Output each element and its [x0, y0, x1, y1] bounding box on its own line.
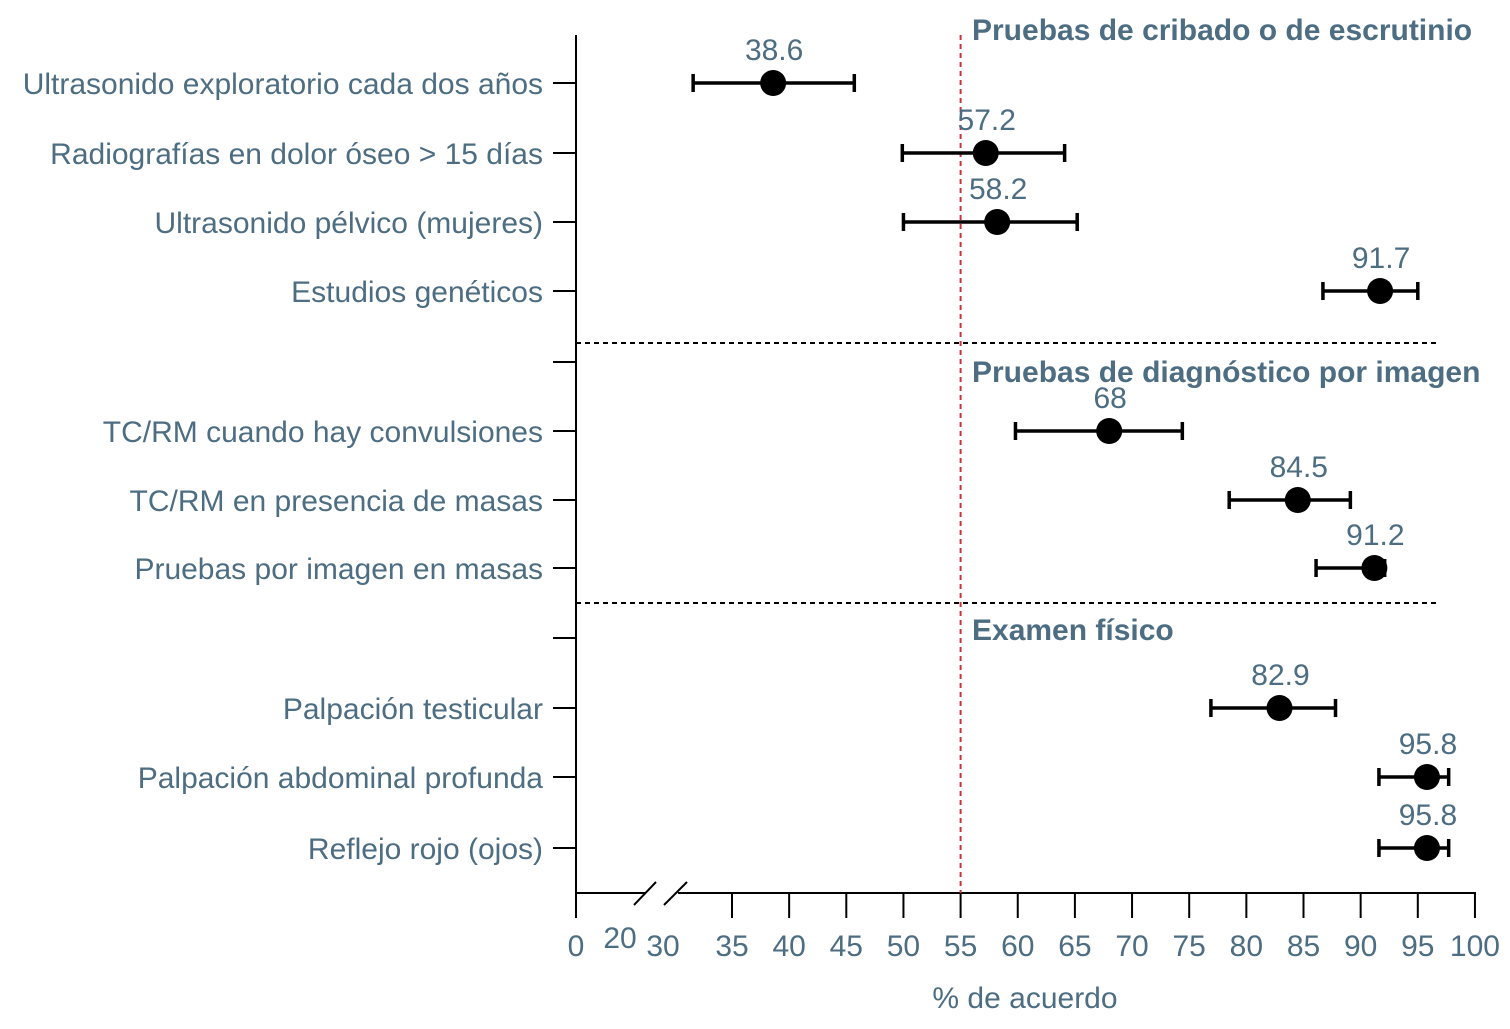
- data-point: [760, 70, 787, 96]
- x-tick-label: 40: [772, 930, 805, 963]
- x-tick-label: 45: [830, 930, 863, 963]
- row-label: Ultrasonido pélvico (mujeres): [155, 207, 543, 240]
- x-tick-label: 0: [568, 930, 585, 963]
- x-tick-label: 55: [944, 930, 977, 963]
- x-tick-label: 75: [1173, 930, 1206, 963]
- row-label: Palpación testicular: [283, 693, 543, 726]
- section-title: Pruebas de diagnóstico por imagen: [972, 356, 1480, 389]
- x-tick-label: 70: [1115, 930, 1148, 963]
- data-point: [1284, 487, 1311, 513]
- row-label: TC/RM en presencia de masas: [130, 485, 544, 518]
- data-point: [1361, 555, 1388, 581]
- data-label: 95.8: [1399, 728, 1457, 761]
- row-label: Palpación abdominal profunda: [138, 762, 544, 795]
- data-point: [984, 209, 1011, 235]
- row-label: Radiografías en dolor óseo > 15 días: [50, 138, 543, 171]
- data-label: 82.9: [1251, 659, 1309, 692]
- data-label: 68: [1094, 382, 1127, 415]
- data-label: 84.5: [1270, 451, 1328, 484]
- x-tick-label: 100: [1450, 930, 1500, 963]
- x-tick-label: 60: [1001, 930, 1034, 963]
- x-tick-label: 65: [1058, 930, 1091, 963]
- data-point: [1266, 695, 1293, 721]
- section-title: Pruebas de cribado o de escrutinio: [972, 14, 1472, 47]
- data-point: [1367, 278, 1394, 304]
- x-tick-label: 30: [646, 930, 679, 963]
- x-tick-label: 90: [1344, 930, 1377, 963]
- x-tick-label: 80: [1230, 930, 1263, 963]
- x-tick-label: 95: [1401, 930, 1434, 963]
- data-label: 58.2: [969, 173, 1027, 206]
- data-label: 91.7: [1352, 242, 1410, 275]
- row-label: Pruebas por imagen en masas: [134, 553, 543, 586]
- data-point: [972, 140, 999, 166]
- data-label: 57.2: [958, 104, 1016, 137]
- x-tick-label: 50: [887, 930, 920, 963]
- x-tick-label: 20: [603, 922, 636, 955]
- row-label: Estudios genéticos: [291, 276, 543, 309]
- axis-break-mark: [633, 881, 657, 906]
- x-tick-label: 85: [1287, 930, 1320, 963]
- x-tick-label: 35: [715, 930, 748, 963]
- data-label: 38.6: [745, 34, 803, 67]
- data-label: 91.2: [1346, 519, 1404, 552]
- x-axis-label: % de acuerdo: [932, 982, 1117, 1015]
- data-point: [1413, 835, 1440, 861]
- data-point: [1413, 764, 1440, 790]
- section-title: Examen físico: [972, 614, 1174, 647]
- row-label: Reflejo rojo (ojos): [308, 833, 543, 866]
- row-label: TC/RM cuando hay convulsiones: [103, 416, 543, 449]
- data-label: 95.8: [1399, 799, 1457, 832]
- data-point: [1096, 418, 1123, 444]
- axis-break-mark: [663, 881, 688, 906]
- row-label: Ultrasonido exploratorio cada dos años: [23, 68, 543, 101]
